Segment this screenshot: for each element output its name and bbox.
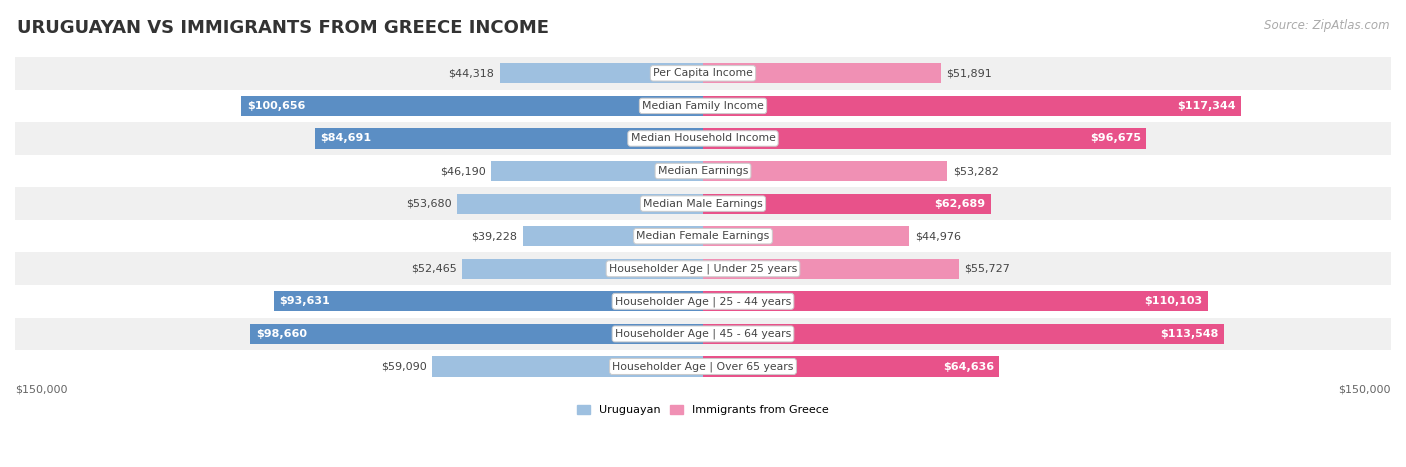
Bar: [703, 63, 941, 84]
Text: $98,660: $98,660: [256, 329, 307, 339]
Text: $110,103: $110,103: [1144, 297, 1202, 306]
Bar: [523, 226, 703, 246]
Text: $150,000: $150,000: [15, 385, 67, 395]
Legend: Uruguayan, Immigrants from Greece: Uruguayan, Immigrants from Greece: [572, 400, 834, 419]
Text: Householder Age | Over 65 years: Householder Age | Over 65 years: [612, 361, 794, 372]
Bar: [491, 161, 703, 181]
Text: $46,190: $46,190: [440, 166, 485, 176]
Text: Source: ZipAtlas.com: Source: ZipAtlas.com: [1264, 19, 1389, 32]
Bar: [703, 324, 1223, 344]
Text: $53,680: $53,680: [406, 198, 451, 209]
Bar: [432, 356, 703, 376]
Bar: [463, 259, 703, 279]
Text: $44,318: $44,318: [449, 68, 495, 78]
Text: $51,891: $51,891: [946, 68, 993, 78]
Bar: [457, 193, 703, 214]
Text: Householder Age | Under 25 years: Householder Age | Under 25 years: [609, 263, 797, 274]
Bar: [242, 96, 703, 116]
Text: $39,228: $39,228: [471, 231, 517, 241]
Text: $62,689: $62,689: [934, 198, 986, 209]
Bar: [703, 356, 1000, 376]
Text: Householder Age | 45 - 64 years: Householder Age | 45 - 64 years: [614, 329, 792, 339]
Bar: [15, 122, 1391, 155]
Bar: [250, 324, 703, 344]
Text: $55,727: $55,727: [965, 264, 1010, 274]
Text: $117,344: $117,344: [1177, 101, 1236, 111]
Bar: [703, 226, 910, 246]
Text: Median Male Earnings: Median Male Earnings: [643, 198, 763, 209]
Text: $64,636: $64,636: [943, 361, 994, 372]
Bar: [15, 253, 1391, 285]
Bar: [703, 291, 1208, 311]
Text: Per Capita Income: Per Capita Income: [652, 68, 754, 78]
Bar: [703, 96, 1241, 116]
Text: URUGUAYAN VS IMMIGRANTS FROM GREECE INCOME: URUGUAYAN VS IMMIGRANTS FROM GREECE INCO…: [17, 19, 548, 37]
Bar: [15, 318, 1391, 350]
Bar: [15, 350, 1391, 383]
Text: $93,631: $93,631: [278, 297, 330, 306]
Bar: [15, 90, 1391, 122]
Text: Median Earnings: Median Earnings: [658, 166, 748, 176]
Text: Median Family Income: Median Family Income: [643, 101, 763, 111]
Bar: [15, 220, 1391, 253]
Text: Householder Age | 25 - 44 years: Householder Age | 25 - 44 years: [614, 296, 792, 307]
Text: Median Household Income: Median Household Income: [630, 134, 776, 143]
Bar: [15, 187, 1391, 220]
Bar: [703, 193, 991, 214]
Bar: [703, 161, 948, 181]
Text: $150,000: $150,000: [1339, 385, 1391, 395]
Bar: [15, 285, 1391, 318]
Bar: [703, 259, 959, 279]
Text: $96,675: $96,675: [1090, 134, 1140, 143]
Text: $84,691: $84,691: [321, 134, 371, 143]
Bar: [315, 128, 703, 149]
Text: $53,282: $53,282: [953, 166, 998, 176]
Text: $44,976: $44,976: [915, 231, 960, 241]
Text: $52,465: $52,465: [411, 264, 457, 274]
Bar: [15, 57, 1391, 90]
Bar: [15, 155, 1391, 187]
Bar: [274, 291, 703, 311]
Text: $100,656: $100,656: [247, 101, 305, 111]
Text: Median Female Earnings: Median Female Earnings: [637, 231, 769, 241]
Bar: [703, 128, 1146, 149]
Text: $113,548: $113,548: [1160, 329, 1219, 339]
Text: $59,090: $59,090: [381, 361, 426, 372]
Bar: [499, 63, 703, 84]
